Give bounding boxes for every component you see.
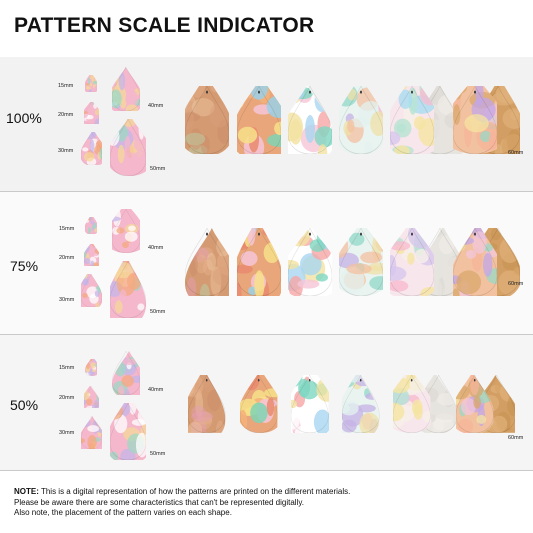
size-label-60: 60mm xyxy=(508,435,524,441)
drop-leather-front xyxy=(390,228,434,296)
size-label-50: 50mm xyxy=(150,309,166,315)
size-label-15: 15mm xyxy=(58,83,74,89)
drop-clear-acrylic xyxy=(339,228,383,296)
size-label-15: 15mm xyxy=(59,365,75,371)
size-label-15: 15mm xyxy=(59,226,75,232)
drop-leather-front xyxy=(393,375,431,433)
row-divider xyxy=(0,191,533,192)
scale-label-100: 100% xyxy=(6,110,42,126)
sample-drop-40mm xyxy=(112,67,140,111)
drop-white-acrylic xyxy=(288,228,332,296)
size-label-30: 30mm xyxy=(59,297,75,303)
size-label-60: 60mm xyxy=(508,281,524,287)
drop-bright-plywood xyxy=(240,375,278,433)
sample-drop-50mm xyxy=(110,403,146,460)
size-label-20: 20mm xyxy=(58,112,74,118)
sample-drop-20mm xyxy=(84,386,99,408)
drop-transparent-plywood xyxy=(188,375,226,433)
size-label-30: 30mm xyxy=(59,430,75,436)
sample-drop-50mm xyxy=(110,119,146,176)
sample-drop-30mm xyxy=(81,274,102,307)
size-label-60: 60mm xyxy=(508,150,524,156)
page-title: PATTERN SCALE INDICATOR xyxy=(14,14,315,37)
size-label-40: 40mm xyxy=(148,387,164,393)
sample-drop-40mm xyxy=(112,351,140,395)
drop-cork-front xyxy=(456,375,494,433)
row-divider xyxy=(0,334,533,335)
drop-white-acrylic xyxy=(291,375,329,433)
drop-transparent-plywood xyxy=(185,86,229,154)
note-line-1: This is a digital representation of how … xyxy=(38,487,351,496)
size-label-50: 50mm xyxy=(150,451,166,457)
note-line-2: Please be aware there are some character… xyxy=(14,497,304,507)
size-label-50: 50mm xyxy=(150,166,166,172)
sample-drop-20mm xyxy=(84,244,99,266)
drop-clear-acrylic xyxy=(342,375,380,433)
drop-bright-plywood xyxy=(237,86,281,154)
size-label-40: 40mm xyxy=(148,245,164,251)
note-line-3: Also note, the placement of the pattern … xyxy=(14,508,232,517)
size-label-20: 20mm xyxy=(59,395,75,401)
sample-drop-15mm xyxy=(85,75,97,92)
row-divider xyxy=(0,470,533,471)
size-label-30: 30mm xyxy=(58,148,74,154)
scale-label-75: 75% xyxy=(10,258,39,274)
drop-leather-front xyxy=(390,86,434,154)
size-label-20: 20mm xyxy=(59,255,75,261)
drop-cork-front xyxy=(453,228,497,296)
note-label: NOTE: xyxy=(14,487,39,496)
sample-drop-20mm xyxy=(84,102,99,124)
drop-clear-acrylic xyxy=(339,86,383,154)
drop-cork-front xyxy=(453,86,497,154)
sample-drop-15mm xyxy=(85,359,97,376)
drop-bright-plywood xyxy=(237,228,281,296)
sample-drop-30mm xyxy=(81,132,102,165)
sample-drop-30mm xyxy=(81,416,102,449)
sample-drop-50mm xyxy=(110,261,146,318)
size-label-40: 40mm xyxy=(148,103,164,109)
sample-drop-15mm xyxy=(85,217,97,234)
scale-label-50: 50% xyxy=(10,397,39,413)
drop-transparent-plywood xyxy=(185,228,229,296)
drop-white-acrylic xyxy=(288,86,332,154)
footer-note: NOTE: This is a digital representation o… xyxy=(14,487,350,519)
sample-drop-40mm xyxy=(112,209,140,253)
